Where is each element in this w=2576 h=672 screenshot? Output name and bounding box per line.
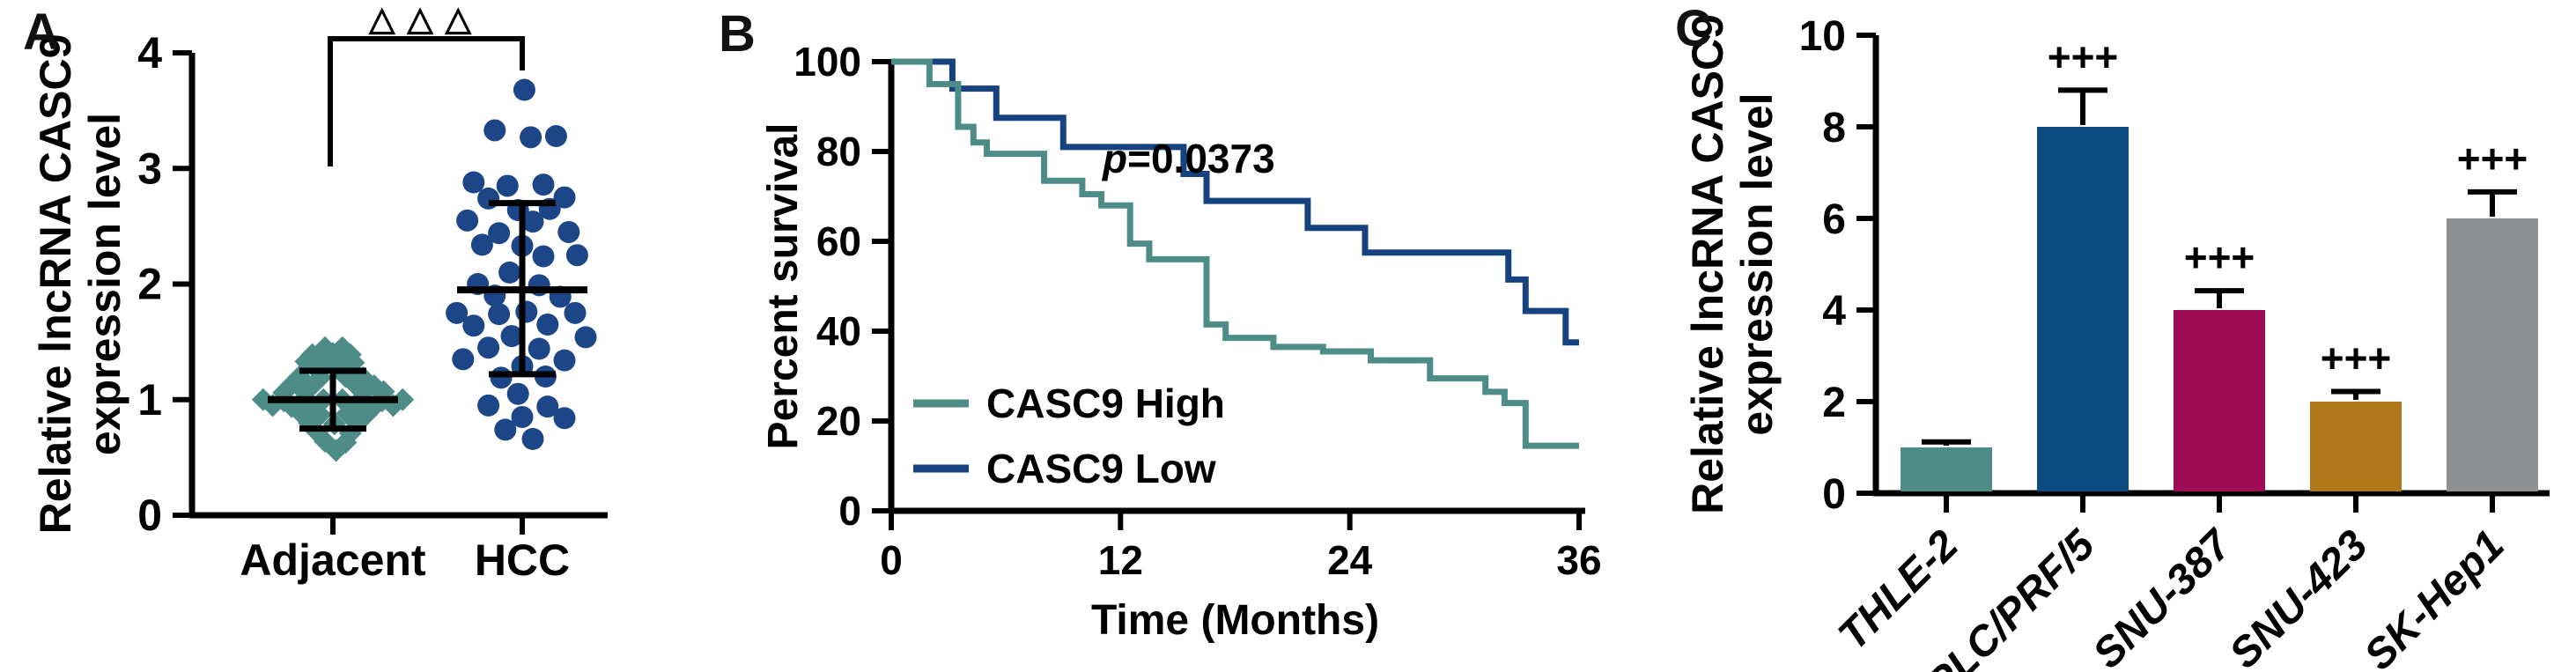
scatter-point xyxy=(496,174,519,197)
scatter-point xyxy=(477,394,500,417)
x-category-label: HCC xyxy=(475,535,570,585)
panel-c-plot: 0 2 4 6 8 10 Relative lncRNA CASC9 expression l… xyxy=(1683,13,2550,672)
scatter-point xyxy=(456,209,479,232)
scatter-point xyxy=(500,325,523,348)
scatter-point xyxy=(462,171,485,194)
scatter-point xyxy=(506,382,529,405)
panel-b: B 0 20 40 60 80 100 0 12 24 36 Percent survival Tim… xyxy=(616,0,1656,672)
y-tick-label: 40 xyxy=(816,308,861,354)
scatter-point xyxy=(452,348,475,371)
x-tick-label: 12 xyxy=(1098,537,1143,583)
scatter-point xyxy=(446,301,469,324)
y-tick-label: 4 xyxy=(1822,288,1846,335)
scatter-point xyxy=(553,407,576,430)
x-tick-label: 36 xyxy=(1556,537,1601,583)
legend-label: CASC9 High xyxy=(986,380,1225,426)
scatter-point xyxy=(565,244,588,267)
bar xyxy=(2037,127,2129,491)
scatter-point xyxy=(511,405,534,428)
significance-plus-label: +++ xyxy=(2457,136,2528,181)
y-tick-label: 4 xyxy=(137,28,162,78)
significance-label: △△△ xyxy=(368,1,483,38)
x-category-label: SNU-387 xyxy=(2085,521,2242,672)
scatter-point xyxy=(544,125,567,147)
km-curve-casc9-high xyxy=(891,58,1579,449)
significance-plus-label: +++ xyxy=(2184,234,2255,280)
legend-label: CASC9 Low xyxy=(986,446,1216,491)
scatter-plot-casc9-expression: 0 1 2 3 4 Adjacent HCC Relative lncRNA CASC9 exp… xyxy=(31,1,608,585)
scatter-point xyxy=(494,418,517,441)
x-category-label: THLE-2 xyxy=(1830,521,1967,659)
scatter-point xyxy=(477,336,500,359)
x-category-label: SK-Hep1 xyxy=(2356,521,2513,672)
x-category-label: Adjacent xyxy=(240,535,426,585)
y-tick-label: 6 xyxy=(1822,196,1846,243)
y-tick-label: 20 xyxy=(816,398,861,444)
y-tick-label: 60 xyxy=(816,218,861,264)
bar xyxy=(1901,447,1992,491)
y-tick-label: 80 xyxy=(816,129,861,174)
bar xyxy=(2310,402,2402,491)
bar xyxy=(2174,310,2265,491)
scatter-point xyxy=(557,220,580,243)
km-curve-casc9-low xyxy=(891,58,1579,346)
panel-a: A 0 1 2 3 4 Adjacent HCC Relative lncRNA CASC9 e… xyxy=(0,0,616,672)
scatter-point xyxy=(553,186,576,209)
panel-b-plot: 0 20 40 60 80 100 0 12 24 36 Percent survival Time … xyxy=(760,39,1602,644)
scatter-point xyxy=(483,119,506,142)
survival-curve-plot: 0 20 40 60 80 100 0 12 24 36 Percent survival Time … xyxy=(760,39,1602,644)
scatter-point xyxy=(528,337,550,360)
significance-plus-label: +++ xyxy=(2321,336,2392,381)
scatter-point xyxy=(564,301,587,324)
y-tick-label: 0 xyxy=(1822,471,1846,518)
scatter-point xyxy=(520,126,543,149)
scatter-point xyxy=(488,222,511,245)
scatter-point xyxy=(574,326,597,349)
scatter-point xyxy=(521,427,544,450)
scatter-point xyxy=(324,439,348,462)
y-axis-title-line2: expression level xyxy=(1732,92,1782,435)
x-axis-title: Time (Months) xyxy=(1091,597,1379,644)
y-tick-label: 8 xyxy=(1822,105,1846,151)
scatter-point xyxy=(536,395,559,418)
y-tick-label: 100 xyxy=(793,39,861,85)
scatter-point xyxy=(515,300,538,323)
y-tick-label: 1 xyxy=(137,375,162,425)
scatter-point xyxy=(532,245,555,268)
x-tick-label: 0 xyxy=(880,537,903,583)
y-tick-label: 2 xyxy=(1822,380,1846,426)
scatter-point xyxy=(462,314,485,337)
significance-plus-label: +++ xyxy=(2048,33,2119,79)
scatter-point xyxy=(513,78,535,101)
significance-bracket xyxy=(328,36,525,166)
bar xyxy=(2447,218,2538,491)
scatter-point xyxy=(490,366,513,389)
y-tick-label: 0 xyxy=(838,488,861,534)
scatter-point xyxy=(553,349,576,372)
y-axis-title: Percent survival xyxy=(760,123,807,450)
scatter-point xyxy=(498,261,521,284)
scatter-point xyxy=(536,313,559,336)
x-tick-label: 24 xyxy=(1327,537,1373,583)
panel-c: C 0 2 4 6 8 10 Relative lncRNA CASC9 expression… xyxy=(1656,0,2576,672)
panel-a-plot: 0 1 2 3 4 Adjacent HCC Relative lncRNA CASC9 exp… xyxy=(31,1,608,585)
scatter-point xyxy=(470,233,493,256)
x-category-label: SNU-423 xyxy=(2221,521,2377,672)
p-value-annotation: p=0.0373 xyxy=(1101,136,1275,181)
y-axis-title-line1: Relative lncRNA CASC9 xyxy=(1683,14,1732,514)
y-axis-title-line1: Relative lncRNA CASC9 xyxy=(31,34,80,535)
scatter-point xyxy=(532,174,555,196)
bar-chart-cell-lines: 0 2 4 6 8 10 Relative lncRNA CASC9 expression l… xyxy=(1683,13,2550,672)
y-tick-label: 3 xyxy=(137,144,162,193)
y-tick-label: 10 xyxy=(1799,13,1846,60)
y-tick-label: 0 xyxy=(137,491,162,540)
y-tick-label: 2 xyxy=(137,260,162,309)
scatter-point xyxy=(488,303,511,326)
scatter-point xyxy=(521,210,544,233)
y-axis-title-line2: expression level xyxy=(80,113,129,455)
